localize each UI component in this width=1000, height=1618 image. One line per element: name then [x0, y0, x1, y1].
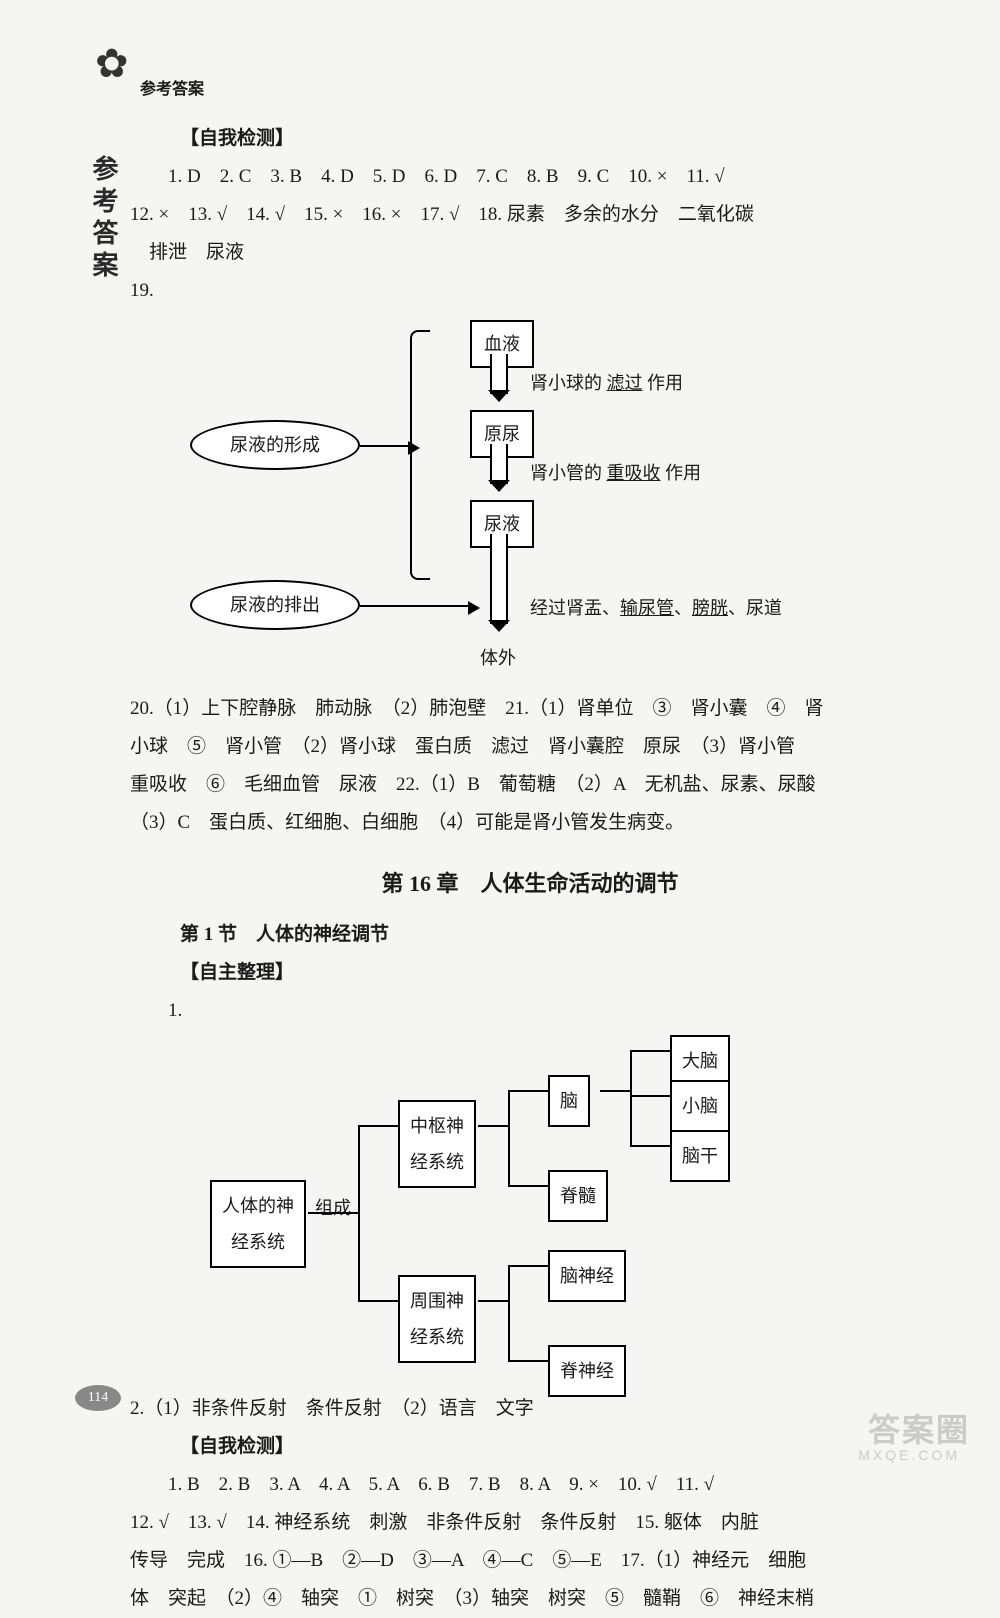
node-cranial: 脑神经: [548, 1250, 626, 1302]
diagram-nervous-system: 人体的神 经系统 组成 中枢神 经系统 周围神 经系统 脑 脊髓 脑神经 脊神经: [130, 1040, 930, 1380]
text: 作用: [643, 373, 684, 393]
answers-line: 小球 ⑤ 肾小管 （2）肾小球 蛋白质 滤过 肾小囊腔 原尿 （3）肾小管: [130, 728, 930, 766]
answers-line: 1. B 2. B 3. A 4. A 5. A 6. B 7. B 8. A …: [130, 1466, 930, 1504]
node-brainstem: 脑干: [670, 1130, 730, 1182]
text: 、尿道: [728, 598, 782, 618]
text: 肾小管的: [530, 463, 607, 483]
label-reabsorb: 肾小管的 重吸收 作用: [530, 455, 701, 491]
text: 肾小球的: [530, 373, 607, 393]
side-label: 参考答案: [85, 155, 122, 283]
watermark-sub: MXQE.COM: [858, 1447, 960, 1463]
node-spinal: 脊髓: [548, 1170, 608, 1222]
page: ✿ 参考答案 参考答案 【自我检测】 1. D 2. C 3. B 4. D 5…: [0, 0, 1000, 1471]
line: [508, 1265, 510, 1360]
section-subtitle: 第 1 节 人体的神经调节: [180, 916, 930, 954]
text: 作用: [661, 463, 702, 483]
text: 经过肾盂、: [530, 598, 620, 618]
label-path: 经过肾盂、输尿管、膀胱、尿道: [530, 590, 782, 626]
line: [508, 1360, 548, 1362]
line: [358, 1125, 360, 1300]
line: [358, 1300, 398, 1302]
line: [478, 1300, 508, 1302]
watermark: 答案圈: [868, 1405, 970, 1451]
arrow-icon: [360, 605, 470, 607]
header-title: 参考答案: [140, 75, 204, 99]
line: [508, 1090, 510, 1185]
line: [508, 1265, 548, 1267]
answers-line: 排泄 尿液: [130, 234, 930, 272]
node-root: 人体的神 经系统: [210, 1180, 306, 1268]
line: [630, 1145, 670, 1147]
answers-line: 体 突起 （2）④ 轴突 ① 树突 （3）轴突 树突 ⑤ 髓鞘 ⑥ 神经末梢: [130, 1580, 930, 1618]
line: [508, 1090, 548, 1092]
q1-label: 1.: [130, 992, 930, 1030]
section-heading-selfstudy: 【自主整理】: [180, 954, 930, 992]
diagram-urine-formation: 尿液的形成 尿液的排出 血液 肾小球的 滤过 作用 原尿 肾小管的 重吸收 作用…: [130, 320, 930, 680]
text: 、: [674, 598, 692, 618]
node-pns: 周围神 经系统: [398, 1275, 476, 1363]
answers-line: （3）C 蛋白质、红细胞、白细胞 （4）可能是肾小管发生病变。: [130, 804, 930, 842]
arrow-down-icon: [490, 534, 508, 624]
arrow-down-icon: [490, 444, 508, 484]
answers-line: 12. × 13. √ 14. √ 15. × 16. × 17. √ 18. …: [130, 196, 930, 234]
node-cns: 中枢神 经系统: [398, 1100, 476, 1188]
answers-line: 12. √ 13. √ 14. 神经系统 刺激 非条件反射 条件反射 15. 躯…: [130, 1504, 930, 1542]
line: [508, 1185, 548, 1187]
section-heading-selfcheck2: 【自我检测】: [180, 1428, 930, 1466]
text-underline: 滤过: [607, 373, 643, 393]
text-underline: 输尿管: [620, 598, 674, 618]
arrow-icon: [360, 445, 410, 447]
node-spinal-nerve: 脊神经: [548, 1345, 626, 1397]
label-composition: 组成: [315, 1190, 351, 1226]
section-heading-selfcheck: 【自我检测】: [180, 120, 930, 158]
content: 【自我检测】 1. D 2. C 3. B 4. D 5. D 6. D 7. …: [130, 120, 930, 1618]
answers-line: 20.（1）上下腔静脉 肺动脉 （2）肺泡壁 21.（1）肾单位 ③ 肾小囊 ④…: [130, 690, 930, 728]
oval-urine-excretion: 尿液的排出: [190, 580, 360, 630]
line: [358, 1125, 398, 1127]
label-filter: 肾小球的 滤过 作用: [530, 365, 683, 401]
answers-line: 重吸收 ⑥ 毛细血管 尿液 22.（1）B 葡萄糖 （2）A 无机盐、尿素、尿酸: [130, 766, 930, 804]
line: [600, 1090, 630, 1092]
line: [630, 1095, 670, 1097]
header-deco-icon: ✿: [95, 40, 129, 87]
chapter-title: 第 16 章 人体生命活动的调节: [130, 862, 930, 906]
page-number: 114: [75, 1385, 121, 1411]
label-outside: 体外: [480, 640, 516, 676]
line: [478, 1125, 508, 1127]
oval-urine-formation: 尿液的形成: [190, 420, 360, 470]
text-underline: 重吸收: [607, 463, 661, 483]
line: [308, 1212, 358, 1214]
answers-line: 1. D 2. C 3. B 4. D 5. D 6. D 7. C 8. B …: [130, 158, 930, 196]
node-cerebellum: 小脑: [670, 1080, 730, 1132]
answers-line: 传导 完成 16. ①—B ②—D ③—A ④—C ⑤—E 17.（1）神经元 …: [130, 1542, 930, 1580]
answers-line: 2.（1）非条件反射 条件反射 （2）语言 文字: [130, 1390, 930, 1428]
q19-label: 19.: [130, 272, 930, 310]
text-underline: 膀胱: [692, 598, 728, 618]
brace-icon: [410, 330, 430, 580]
arrow-down-icon: [490, 354, 508, 394]
line: [630, 1050, 670, 1052]
node-brain: 脑: [548, 1075, 590, 1127]
line: [630, 1050, 632, 1145]
